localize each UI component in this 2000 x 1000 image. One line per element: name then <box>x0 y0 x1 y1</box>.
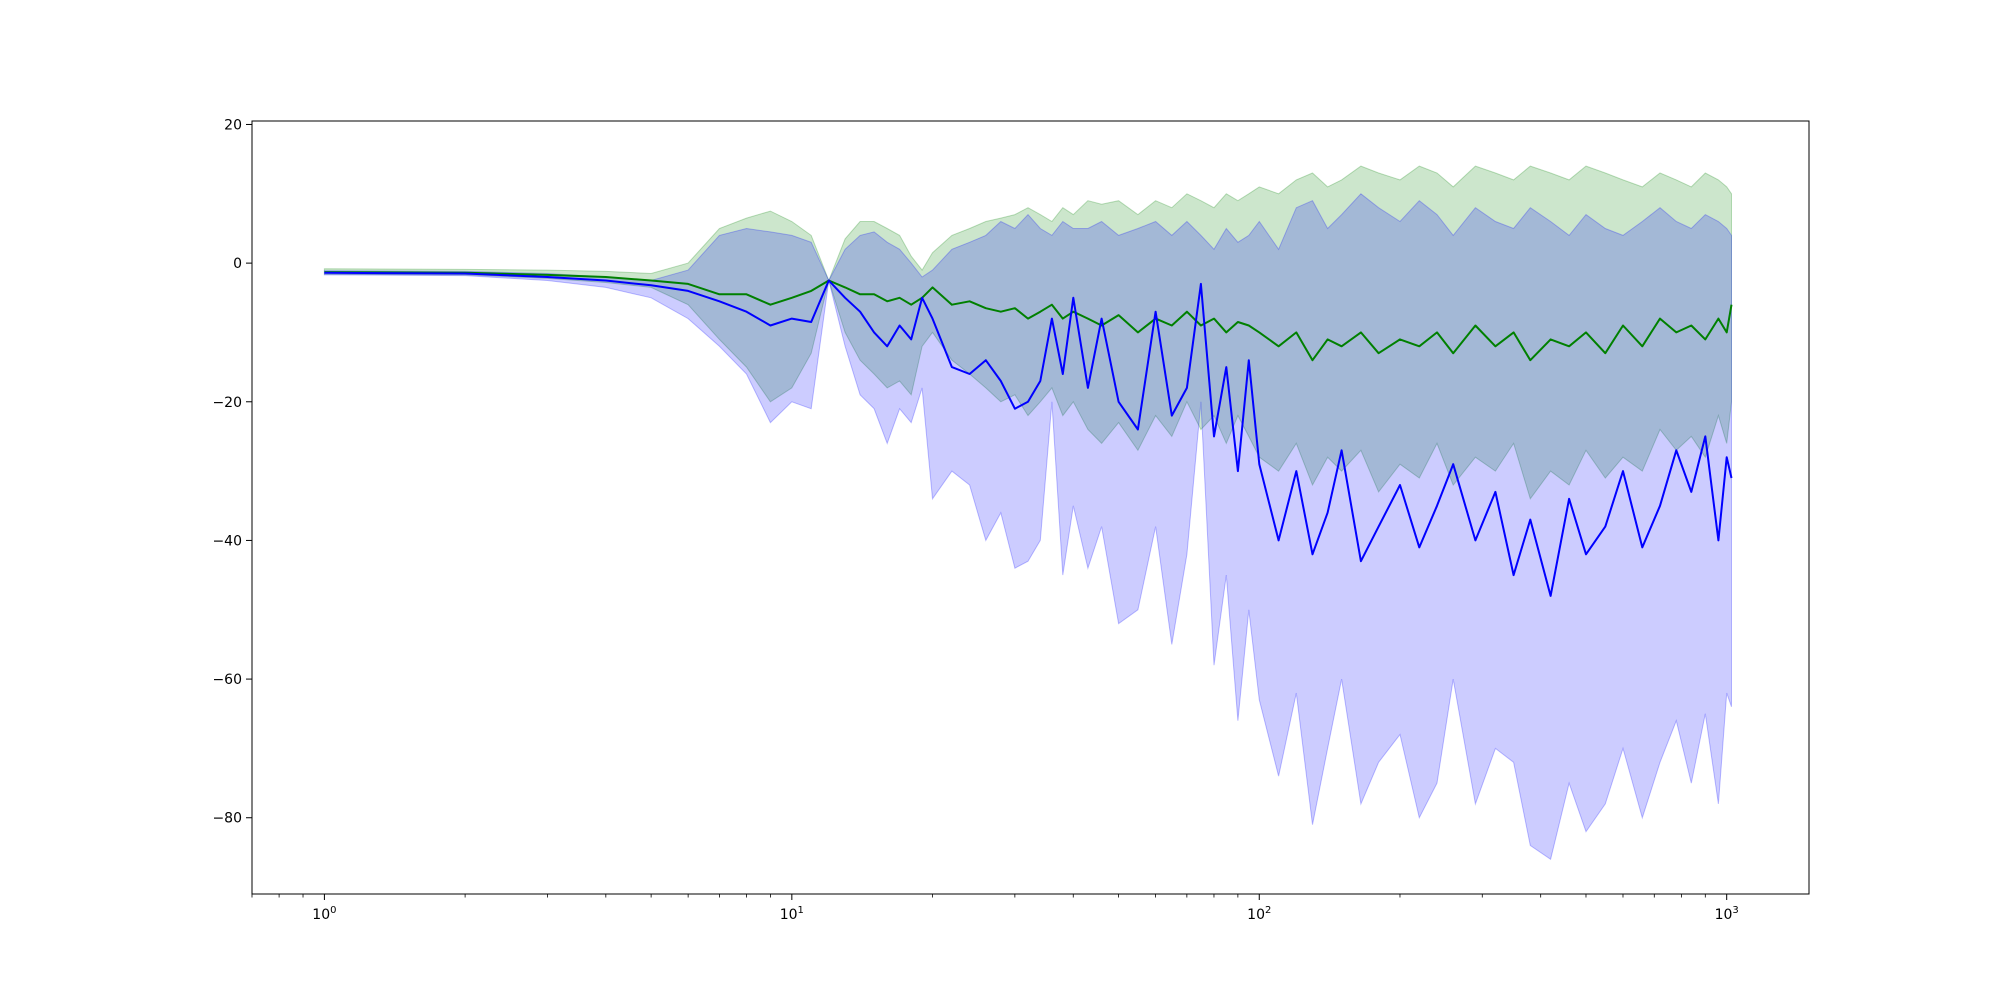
y-tick-label: −80 <box>212 811 242 827</box>
series-lines <box>324 271 1733 597</box>
y-tick-label: 20 <box>224 117 242 133</box>
line-series-1 <box>324 271 1733 362</box>
band-series-2 <box>323 193 1732 861</box>
y-tick-label: −40 <box>212 533 242 549</box>
line-series-2 <box>324 271 1733 597</box>
y-tick-label: −20 <box>212 395 242 411</box>
y-tick-label: 0 <box>233 256 242 272</box>
x-tick-label: 100 <box>312 905 336 923</box>
x-tick-label: 102 <box>1247 905 1271 923</box>
x-tick-label: 101 <box>780 905 804 923</box>
y-axis: 20 0 −20 −40 −60 −80 <box>212 117 252 827</box>
x-tick-label: 103 <box>1715 905 1739 923</box>
x-axis: 100 101 102 103 <box>251 894 1739 923</box>
confidence-bands <box>323 165 1732 861</box>
band-series-1 <box>323 165 1732 500</box>
y-tick-label: −60 <box>212 672 242 688</box>
plot-area-frame <box>251 120 1810 895</box>
